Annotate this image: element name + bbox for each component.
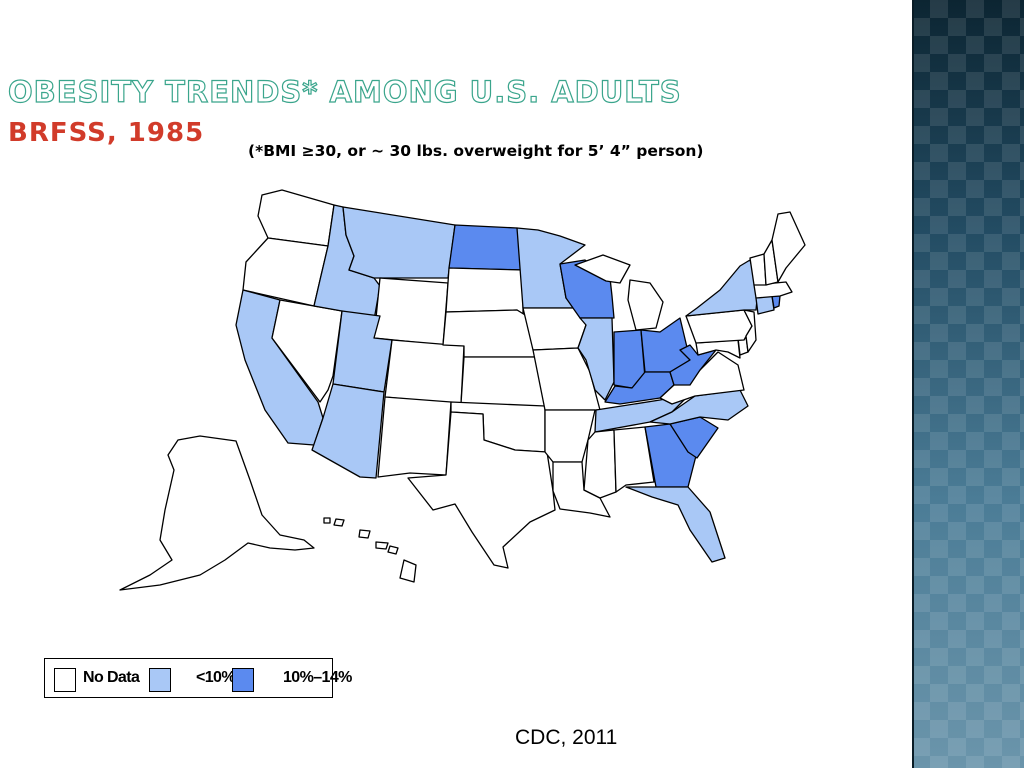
map-legend: No Data <10% 10%–14% <box>44 658 352 698</box>
legend-swatch-under-10 <box>149 668 171 692</box>
bmi-definition-note: (*BMI ≥30, or ~ 30 lbs. overweight for 5… <box>248 142 704 160</box>
state-nm <box>377 396 452 478</box>
state-me <box>771 211 806 283</box>
state-ri <box>771 295 781 309</box>
legend-swatch-no-data <box>54 668 76 692</box>
us-obesity-map <box>119 189 806 591</box>
state-fl <box>625 486 726 563</box>
state-nc <box>649 389 749 425</box>
slide-subtitle: BRFSS, 1985 <box>8 118 205 148</box>
slide-title: Obesity Trends* Among U.S. Adults <box>7 75 682 109</box>
state-nd <box>448 224 525 271</box>
state-al <box>613 426 655 493</box>
state-ak <box>119 435 315 591</box>
state-wy <box>373 277 449 346</box>
state-mi <box>574 254 664 331</box>
state-sd <box>445 267 524 315</box>
state-ct <box>755 295 775 315</box>
state-ks <box>460 356 546 409</box>
side-band-edge <box>912 0 914 768</box>
state-nj <box>743 309 757 353</box>
state-wv <box>669 344 717 386</box>
state-ma <box>753 281 793 299</box>
state-hi <box>323 517 417 583</box>
legend-label-10-14: 10%–14% <box>283 669 352 686</box>
state-co <box>384 339 465 405</box>
legend-label-no-data: No Data <box>83 669 140 686</box>
state-ms <box>583 429 617 499</box>
decorative-side-band <box>912 0 1024 768</box>
source-citation: CDC, 2011 <box>515 726 618 749</box>
state-ia <box>522 307 587 351</box>
state-mt <box>342 206 456 279</box>
state-tx <box>407 411 556 569</box>
state-la <box>552 461 611 518</box>
legend-label-under-10: <10% <box>196 669 236 686</box>
state-il <box>577 317 615 401</box>
legend-swatch-10-14 <box>232 668 254 692</box>
state-az <box>311 383 385 479</box>
state-ny <box>685 259 759 317</box>
